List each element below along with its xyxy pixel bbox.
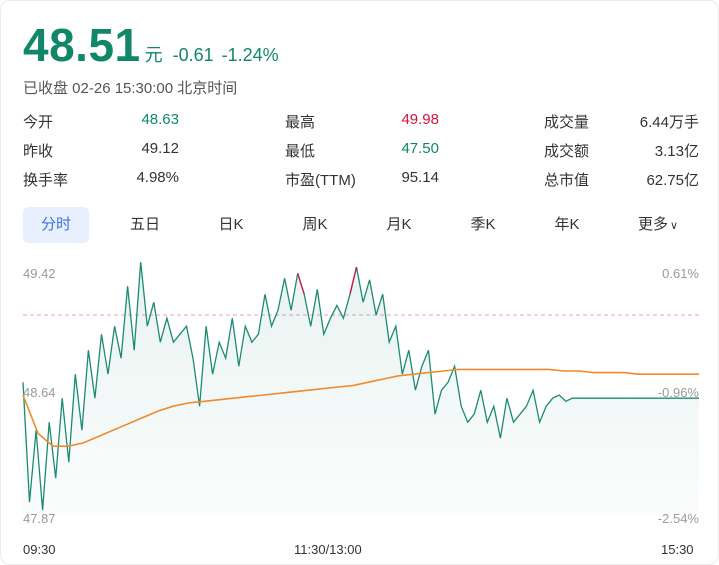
last-price: 48.51 [23, 19, 141, 71]
y-left-tick: 48.64 [23, 385, 56, 400]
chevron-down-icon: ∨ [669, 220, 679, 232]
tab-weekly-k[interactable]: 周K [302, 216, 328, 233]
price-change-pct: -1.24% [221, 45, 279, 65]
price-line [22, 262, 625, 511]
stat-value-pe-ttm: 95.14 [401, 169, 439, 186]
chart-period-tabs: 分时 五日 日K 周K 月K 季K 年K 更多 ∨ [23, 207, 703, 243]
stat-value-turnover-amount: 3.13亿 [654, 143, 699, 160]
tab-more-label: 更多 [637, 216, 668, 233]
x-tick-open: 09:30 [23, 542, 56, 557]
y-left-tick: 47.87 [23, 511, 56, 526]
stat-value-volume: 6.44万手 [639, 114, 699, 131]
stats-row: 换手率 4.98% 市盈(TTM) 95.14 总市值 62.75亿 [23, 169, 703, 198]
y-right-tick: -2.54% [658, 511, 700, 526]
market-status: 已收盘 02-26 15:30:00 北京时间 [23, 80, 238, 97]
y-right-tick: 0.61% [662, 266, 699, 281]
y-left-tick: 49.42 [23, 266, 56, 281]
price-unit: 元 [144, 45, 163, 65]
price-segment-high [297, 273, 305, 295]
stat-label-high: 最高 [285, 114, 316, 131]
tab-intraday[interactable]: 分时 [23, 207, 89, 243]
stat-value-low: 47.50 [401, 140, 439, 157]
stat-label-prev-close: 昨收 [23, 143, 54, 160]
stats-row: 今开 48.63 最高 49.98 成交量 6.44万手 [23, 111, 703, 140]
price-segment-high [349, 266, 358, 295]
tab-monthly-k[interactable]: 月K [386, 216, 412, 233]
tab-yearly-k[interactable]: 年K [554, 216, 580, 233]
tab-quarterly-k[interactable]: 季K [470, 216, 496, 233]
price-area [23, 262, 699, 515]
stat-value-turnover-rate: 4.98% [136, 169, 179, 186]
stats-grid: 今开 48.63 最高 49.98 成交量 6.44万手 昨收 49.12 最低… [23, 111, 703, 198]
stat-label-open: 今开 [23, 114, 54, 131]
stat-label-pe-ttm: 市盈(TTM) [285, 172, 356, 189]
stat-value-open: 48.63 [141, 111, 179, 128]
average-price-line [22, 368, 699, 447]
tab-daily-k[interactable]: 日K [218, 216, 244, 233]
y-right-tick: -0.96% [658, 385, 700, 400]
price-header: 48.51 元 -0.61 -1.24% [23, 17, 279, 73]
stat-value-prev-close: 49.12 [141, 140, 179, 157]
chart-plot-area [22, 262, 699, 515]
stat-value-high: 49.98 [401, 111, 439, 128]
stat-label-turnover-amount: 成交额 [544, 143, 590, 160]
x-tick-close: 15:30 [661, 542, 694, 557]
stat-label-low: 最低 [285, 143, 316, 160]
tab-five-day[interactable]: 五日 [129, 216, 160, 233]
intraday-chart: 49.42 48.64 47.87 0.61% -0.96% -2.54% [22, 262, 700, 526]
price-change: -0.61 [172, 45, 214, 65]
stat-label-market-cap: 总市值 [544, 172, 590, 189]
stat-label-turnover-rate: 换手率 [23, 172, 69, 189]
stat-label-volume: 成交量 [544, 114, 590, 131]
x-tick-midday: 11:30/13:00 [294, 542, 362, 557]
stats-row: 昨收 49.12 最低 47.50 成交额 3.13亿 [23, 140, 703, 169]
tab-more[interactable]: 更多 ∨ [623, 207, 693, 243]
stat-value-market-cap: 62.75亿 [646, 172, 699, 189]
